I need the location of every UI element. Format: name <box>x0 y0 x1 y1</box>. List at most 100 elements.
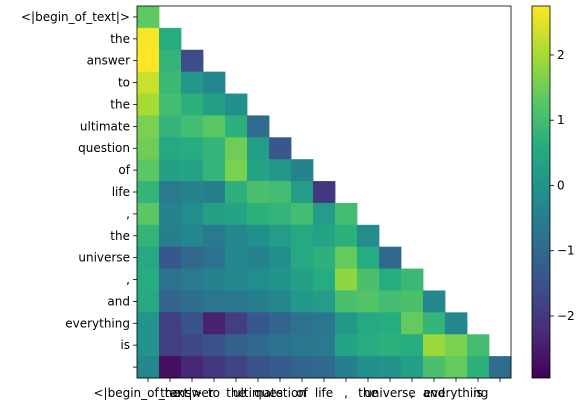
heatmap-cell <box>159 181 182 204</box>
heatmap-cell <box>203 93 226 116</box>
heatmap-cell <box>181 137 204 160</box>
heatmap-cell <box>445 356 468 379</box>
heatmap-cell <box>291 334 314 357</box>
heatmap-cell <box>159 356 182 379</box>
heatmap-cell <box>269 181 292 204</box>
heatmap-cell <box>247 181 270 204</box>
heatmap-cell <box>379 268 402 291</box>
heatmap-cell <box>137 181 160 204</box>
heatmap-cell <box>203 268 226 291</box>
y-tick-label: question <box>78 141 130 155</box>
heatmap-cell <box>203 202 226 226</box>
heatmap-cell <box>335 202 358 226</box>
x-tick-label: , <box>344 386 348 400</box>
heatmap-cell <box>313 202 336 226</box>
heatmap-cell <box>159 93 182 116</box>
heatmap-cell <box>357 224 380 248</box>
heatmap-cell <box>269 356 292 379</box>
heatmap-cell <box>159 49 182 73</box>
heatmap-cell <box>291 312 314 335</box>
heatmap-cell <box>181 290 204 313</box>
heatmap-cell <box>225 137 248 160</box>
heatmap-cell <box>401 268 424 291</box>
x-tick-label: everything <box>424 386 489 400</box>
y-tick-label: life <box>112 185 130 199</box>
heatmap-cell <box>181 312 204 335</box>
heatmap-cell <box>203 224 226 248</box>
y-tick-label: ultimate <box>80 119 130 133</box>
x-tick-label: of <box>296 386 308 400</box>
heatmap-cell <box>357 356 380 379</box>
heatmap-cell <box>247 268 270 291</box>
heatmap-cell <box>291 246 314 269</box>
heatmap-cell <box>269 246 292 269</box>
colorbar-tick-label: 0 <box>557 178 565 192</box>
heatmap-cell <box>225 224 248 248</box>
heatmap-cell <box>291 356 314 379</box>
heatmap-cell <box>225 356 248 379</box>
heatmap-cell <box>159 27 182 51</box>
y-tick-label: is <box>120 338 130 352</box>
y-tick-label: of <box>118 163 130 177</box>
heatmap-cell <box>357 290 380 313</box>
heatmap-cell <box>335 290 358 313</box>
heatmap-cell <box>225 290 248 313</box>
y-tick-label: the <box>110 229 130 243</box>
heatmap-cell <box>313 312 336 335</box>
heatmap-cell <box>203 159 226 182</box>
heatmap-cell <box>247 159 270 182</box>
heatmap-cell <box>181 159 204 182</box>
heatmap-cell <box>247 290 270 313</box>
x-tick-label: universe <box>364 386 416 400</box>
heatmap-cell <box>181 268 204 291</box>
heatmap-cell <box>269 268 292 291</box>
heatmap-cell <box>445 334 468 357</box>
heatmap-cell <box>313 268 336 291</box>
heatmap-cell <box>181 49 204 73</box>
heatmap-cell <box>159 202 182 226</box>
heatmap-cell <box>203 115 226 138</box>
heatmap-cell <box>357 246 380 269</box>
heatmap-cell <box>159 334 182 357</box>
heatmap-cell <box>357 312 380 335</box>
colorbar-tick-label: −2 <box>557 309 575 323</box>
heatmap-cell <box>467 334 490 357</box>
heatmap-cell <box>159 71 182 94</box>
y-axis-ticks: <|begin_of_text|>the answer to the ultim… <box>21 10 137 368</box>
heatmap-cell <box>379 290 402 313</box>
heatmap-cell <box>357 268 380 291</box>
heatmap-cell <box>137 312 160 335</box>
heatmap-cell <box>181 93 204 116</box>
x-tick-label: the <box>160 386 180 400</box>
heatmap-cell <box>335 246 358 269</box>
heatmap-cell <box>445 312 468 335</box>
heatmap-cell <box>247 202 270 226</box>
heatmap-cell <box>225 159 248 182</box>
x-tick-label: answer <box>170 386 213 400</box>
heatmap-cell <box>357 334 380 357</box>
heatmap-cell <box>137 71 160 94</box>
heatmap-cell <box>137 137 160 160</box>
heatmap-cell <box>247 224 270 248</box>
heatmap-cell <box>313 290 336 313</box>
y-tick-label: , <box>126 207 130 221</box>
heatmap-cell <box>269 202 292 226</box>
heatmap-cell <box>181 246 204 269</box>
heatmap-cell <box>203 290 226 313</box>
heatmap-cell <box>137 27 160 51</box>
y-tick-label: the <box>110 97 130 111</box>
heatmap-cell <box>401 334 424 357</box>
heatmap-cell <box>181 356 204 379</box>
heatmap-cell <box>379 356 402 379</box>
heatmap-cell <box>423 290 446 313</box>
heatmap-cell <box>181 71 204 94</box>
heatmap-cell <box>313 224 336 248</box>
heatmap-cell <box>401 312 424 335</box>
colorbar-gradient <box>531 5 551 379</box>
heatmap-cell <box>313 246 336 269</box>
heatmap-cell <box>203 246 226 269</box>
x-tick-label: the <box>358 386 378 400</box>
y-tick-label: universe <box>78 251 130 265</box>
heatmap-cell <box>379 312 402 335</box>
